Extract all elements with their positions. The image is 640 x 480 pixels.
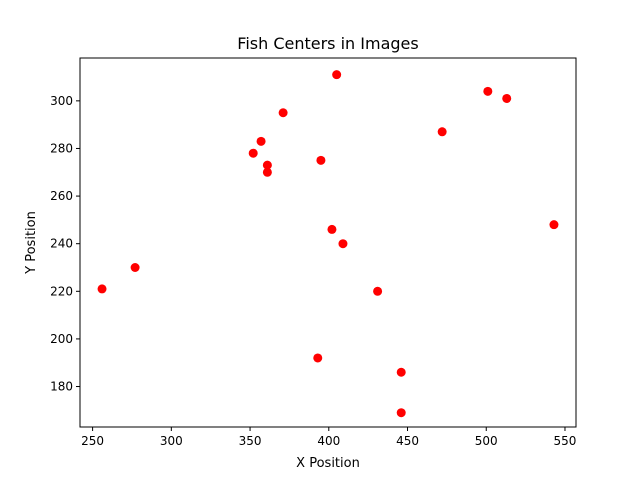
scatter-points: [97, 70, 559, 418]
x-tick-label: 450: [396, 434, 419, 448]
scatter-point: [332, 70, 342, 80]
x-tick-label: 250: [81, 434, 104, 448]
scatter-point: [327, 224, 337, 234]
scatter-point: [248, 148, 258, 158]
scatter-point: [256, 136, 266, 146]
scatter-point: [396, 367, 406, 377]
y-tick-label: 200: [50, 332, 73, 346]
y-tick-label: 300: [50, 94, 73, 108]
x-tick-label: 500: [475, 434, 498, 448]
y-tick-label: 240: [50, 237, 73, 251]
axis-ticks: 250 300 350 400 450 500 550 180 200 220 240 260 280 3…: [50, 94, 576, 448]
x-tick-label: 350: [239, 434, 262, 448]
y-tick-label: 260: [50, 189, 73, 203]
scatter-point: [373, 286, 383, 296]
scatter-point: [97, 284, 107, 294]
x-axis-label: X Position: [296, 456, 360, 471]
y-tick-label: 220: [50, 284, 73, 298]
chart-title: Fish Centers in Images: [237, 34, 418, 53]
scatter-point: [549, 220, 559, 230]
x-tick-label: 300: [160, 434, 183, 448]
scatter-point: [278, 108, 288, 118]
scatter-point: [313, 353, 323, 363]
scatter-point: [338, 239, 348, 249]
scatter-point: [483, 86, 493, 96]
y-tick-label: 280: [50, 141, 73, 155]
plot-frame: [79, 57, 577, 428]
scatter-point: [502, 93, 512, 103]
scatter-point: [262, 167, 272, 177]
scatter-point: [396, 408, 406, 418]
scatter-point: [316, 155, 326, 165]
x-tick-label: 550: [554, 434, 577, 448]
scatter-point: [130, 262, 140, 272]
y-axis-label: Y Position: [24, 211, 39, 275]
x-tick-label: 400: [317, 434, 340, 448]
scatter-point: [262, 160, 272, 170]
scatter-point: [437, 127, 447, 137]
y-tick-label: 180: [50, 380, 73, 394]
